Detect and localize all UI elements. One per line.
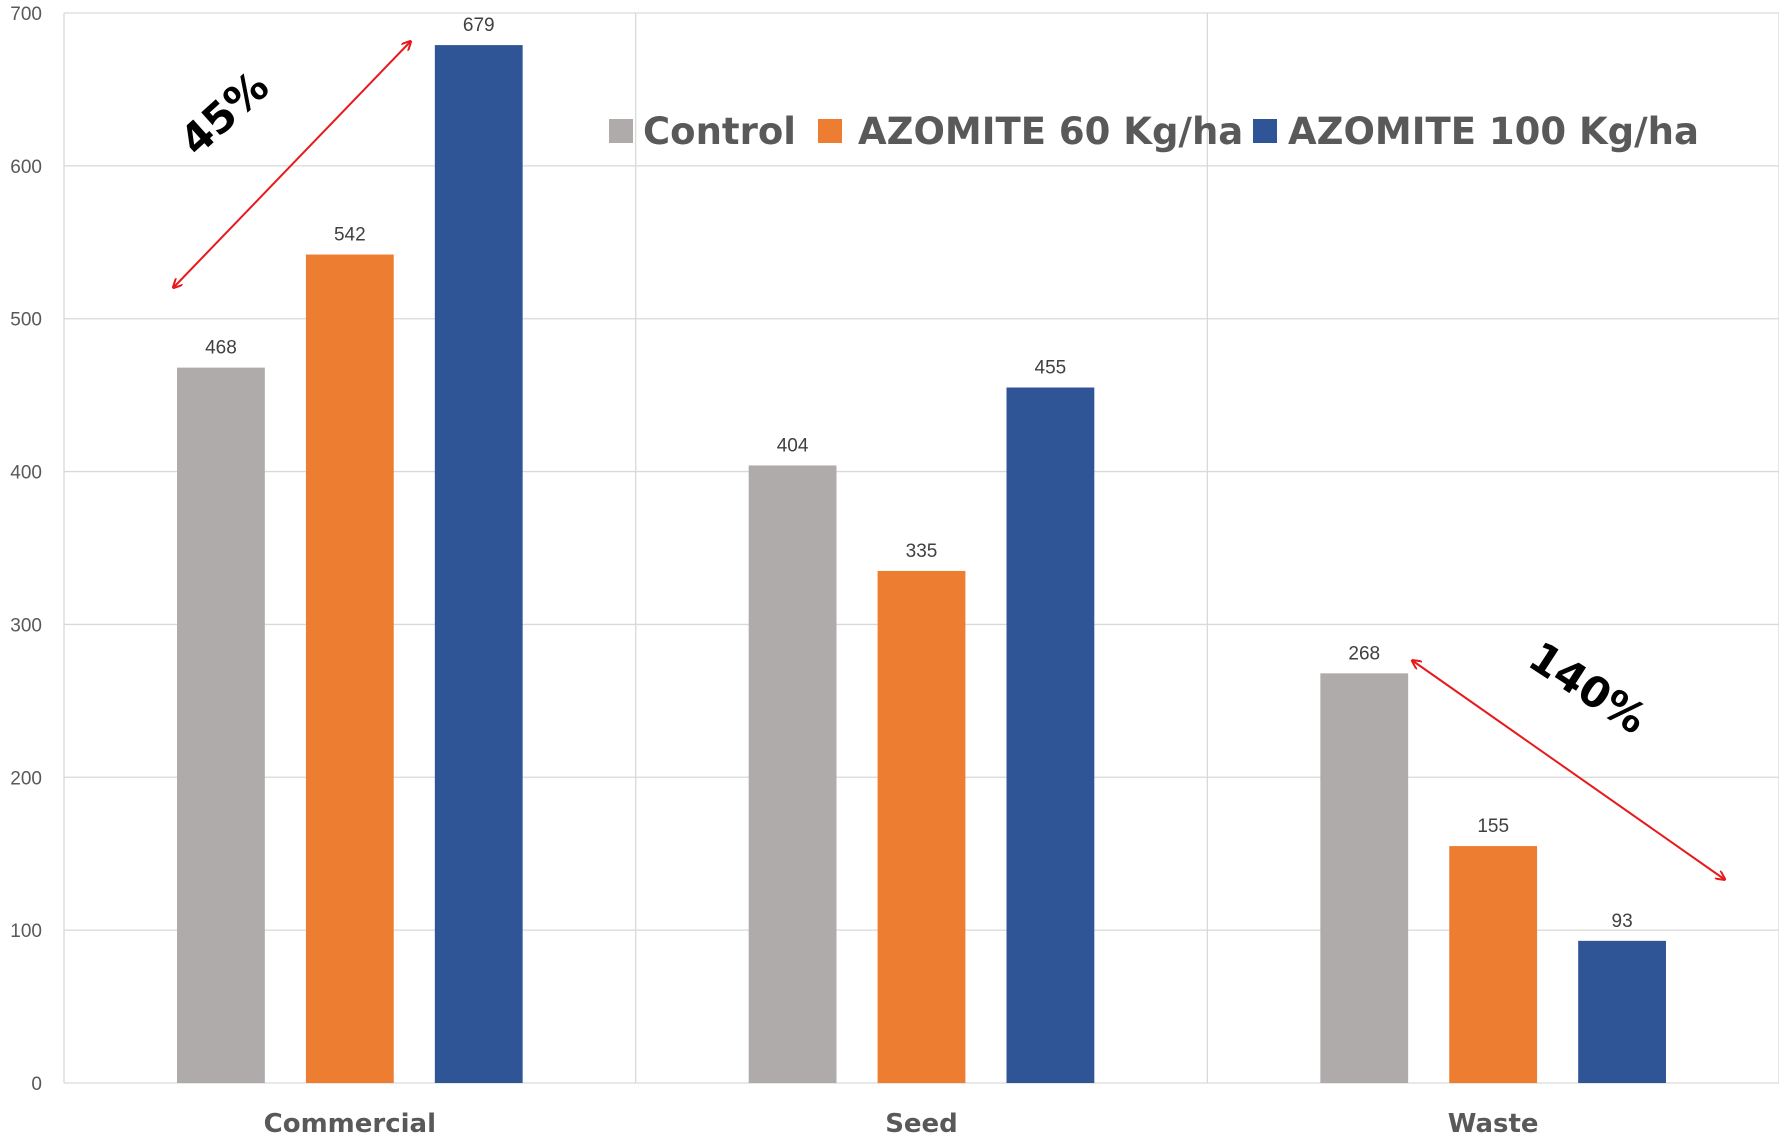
data-label: 335 [906,541,938,562]
bar [1006,387,1095,1083]
bar [305,254,394,1083]
y-tick-label: 300 [10,615,42,636]
bar [877,570,966,1083]
annotation-arrow-waste [1413,661,1724,879]
data-label: 155 [1477,816,1509,837]
y-tick-label: 100 [10,921,42,942]
bar [1578,940,1666,1083]
x-tick-label: Seed [885,1109,958,1139]
y-tick-label: 700 [10,4,42,25]
legend-label: AZOMITE 100 Kg/ha [1288,110,1699,153]
data-label: 93 [1612,911,1633,932]
bars [177,45,1666,1084]
legend: Control AZOMITE 60 Kg/ha AZOMITE 100 Kg/ha [609,110,1699,153]
annotation-increase-waste: 140% [1413,632,1724,879]
x-tick-label: Commercial [264,1109,436,1139]
legend-label: AZOMITE 60 Kg/ha [858,110,1243,153]
data-label: 455 [1035,358,1067,379]
y-tick-label: 600 [10,157,42,178]
bar [1320,673,1409,1083]
legend-swatch [818,119,842,143]
data-label: 542 [334,225,366,246]
data-label: 468 [205,338,237,359]
y-axis: 0 100 200 300 400 500 600 700 [10,4,42,1095]
legend-swatch [1253,119,1277,143]
x-tick-label: Waste [1448,1109,1539,1139]
bar [1449,846,1538,1083]
y-tick-label: 200 [10,768,42,789]
legend-item: AZOMITE 100 Kg/ha [1253,110,1699,153]
data-label: 268 [1348,643,1380,664]
data-label: 404 [777,435,809,456]
y-tick-label: 500 [10,310,42,331]
legend-item: Control [609,110,796,153]
annotation-label-waste: 140% [1520,632,1656,744]
bar [434,45,523,1084]
bar [177,367,265,1084]
x-axis: Commercial Seed Waste [264,1109,1539,1139]
data-label: 679 [463,15,495,36]
legend-swatch [609,119,633,143]
annotation-arrow-commercial [174,42,410,287]
annotation-label-commercial: 45% [171,61,278,165]
legend-item: AZOMITE 60 Kg/ha [818,110,1243,153]
y-tick-label: 0 [31,1074,42,1095]
y-tick-label: 400 [10,463,42,484]
annotation-increase-commercial: 45% [171,42,410,287]
bar [748,465,837,1083]
legend-label: Control [643,110,796,153]
